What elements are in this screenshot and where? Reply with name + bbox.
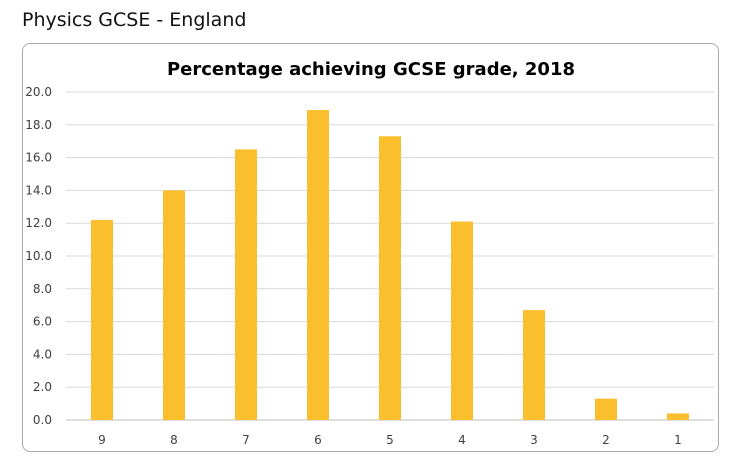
y-tick-label: 10.0 [25, 249, 52, 263]
bar-grade-2 [595, 398, 617, 420]
bar-grade-8 [163, 190, 185, 420]
bar-grade-9 [91, 219, 113, 420]
y-tick-label: 4.0 [33, 347, 52, 361]
bar-grade-5 [379, 136, 401, 420]
x-tick-label: 2 [602, 433, 610, 447]
chart-title: Percentage achieving GCSE grade, 2018 [167, 59, 575, 80]
y-tick-label: 6.0 [33, 315, 52, 329]
bar-grade-7 [235, 149, 257, 420]
bar-grade-3 [523, 310, 545, 420]
page-heading: Physics GCSE - England [22, 9, 247, 31]
y-tick-label: 2.0 [33, 380, 52, 394]
chart-frame [22, 43, 719, 452]
x-tick-label: 4 [458, 433, 466, 447]
y-tick-label: 14.0 [25, 183, 52, 197]
x-tick-label: 7 [242, 433, 250, 447]
x-tick-label: 9 [98, 433, 106, 447]
y-tick-label: 0.0 [33, 413, 52, 427]
x-axis: 9 8 7 6 5 4 3 2 1 [98, 433, 682, 447]
x-tick-label: 3 [530, 433, 538, 447]
y-tick-label: 18.0 [25, 118, 52, 132]
y-tick-label: 12.0 [25, 216, 52, 230]
y-axis: 0.0 2.0 4.0 6.0 8.0 10.0 12.0 14.0 16.0 18.0 20.0 [25, 85, 52, 427]
y-tick-label: 8.0 [33, 282, 52, 296]
y-tick-label: 16.0 [25, 151, 52, 165]
bar-grade-4 [451, 221, 473, 420]
bar-grade-1 [667, 413, 689, 420]
x-tick-label: 5 [386, 433, 394, 447]
bar-grade-6 [307, 110, 329, 420]
x-tick-label: 8 [170, 433, 178, 447]
bars [91, 110, 689, 420]
x-tick-label: 1 [674, 433, 682, 447]
y-tick-label: 20.0 [25, 85, 52, 99]
x-tick-label: 6 [314, 433, 322, 447]
